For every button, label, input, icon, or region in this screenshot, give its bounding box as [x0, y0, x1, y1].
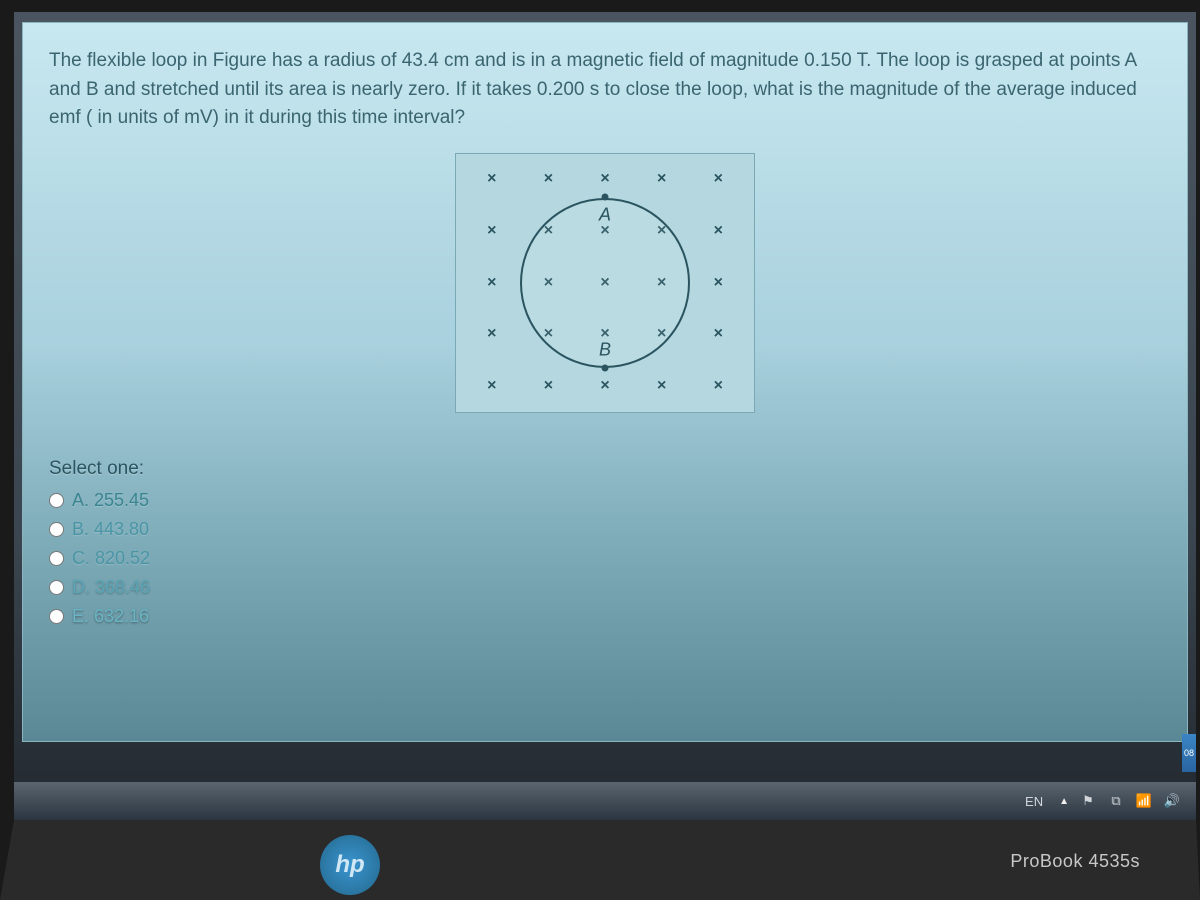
- figure-container: ××××××××××××××××××××××××× A B: [49, 153, 1161, 418]
- network-icon[interactable]: 📶: [1135, 792, 1153, 810]
- field-x-mark: ×: [485, 379, 499, 393]
- field-x-mark: ×: [711, 379, 725, 393]
- volume-icon[interactable]: 🔊: [1163, 792, 1181, 810]
- point-a-label: A: [599, 205, 611, 226]
- answers-block: Select one: A. 255.45 B. 443.80 C. 820.5…: [49, 458, 1161, 627]
- select-one-prompt: Select one:: [49, 458, 1161, 480]
- option-c-radio[interactable]: [49, 551, 64, 566]
- point-b-label: B: [599, 339, 611, 360]
- option-e[interactable]: E. 632.16: [49, 606, 1161, 627]
- option-e-label: E. 632.16: [72, 606, 149, 627]
- language-indicator[interactable]: EN: [1019, 792, 1049, 811]
- field-x-mark: ×: [598, 172, 612, 186]
- field-x-mark: ×: [711, 276, 725, 290]
- action-center-icon[interactable]: ⧉: [1107, 792, 1125, 810]
- flag-icon[interactable]: ⚑: [1079, 792, 1097, 810]
- field-x-mark: ×: [541, 379, 555, 393]
- option-d-label: D. 368.46: [72, 577, 150, 598]
- option-b[interactable]: B. 443.80: [49, 519, 1161, 540]
- field-x-mark: ×: [485, 327, 499, 341]
- option-d-radio[interactable]: [49, 580, 64, 595]
- field-x-mark: ×: [655, 172, 669, 186]
- point-b-dot: [602, 364, 609, 371]
- option-e-radio[interactable]: [49, 609, 64, 624]
- question-card: The flexible loop in Figure has a radius…: [22, 22, 1188, 742]
- edge-indicator: 08: [1182, 734, 1196, 772]
- tray-expand-icon[interactable]: ▲: [1059, 796, 1069, 807]
- taskbar[interactable]: EN ▲ ⚑ ⧉ 📶 🔊: [14, 782, 1196, 820]
- point-a-dot: [602, 194, 609, 201]
- physics-figure: ××××××××××××××××××××××××× A B: [455, 153, 755, 413]
- option-a[interactable]: A. 255.45: [49, 490, 1161, 511]
- option-b-label: B. 443.80: [72, 519, 149, 540]
- hp-logo: hp: [320, 835, 380, 895]
- field-x-mark: ×: [711, 224, 725, 238]
- field-x-mark: ×: [485, 276, 499, 290]
- option-c-label: C. 820.52: [72, 548, 150, 569]
- option-d[interactable]: D. 368.46: [49, 577, 1161, 598]
- option-a-radio[interactable]: [49, 493, 64, 508]
- option-a-label: A. 255.45: [72, 490, 149, 511]
- field-x-mark: ×: [711, 172, 725, 186]
- field-x-mark: ×: [485, 224, 499, 238]
- option-b-radio[interactable]: [49, 522, 64, 537]
- field-x-mark: ×: [711, 327, 725, 341]
- option-c[interactable]: C. 820.52: [49, 548, 1161, 569]
- laptop-model-label: ProBook 4535s: [1010, 851, 1140, 872]
- question-text: The flexible loop in Figure has a radius…: [49, 47, 1161, 133]
- field-x-mark: ×: [541, 172, 555, 186]
- field-x-mark: ×: [485, 172, 499, 186]
- field-x-mark: ×: [598, 379, 612, 393]
- field-x-mark: ×: [655, 379, 669, 393]
